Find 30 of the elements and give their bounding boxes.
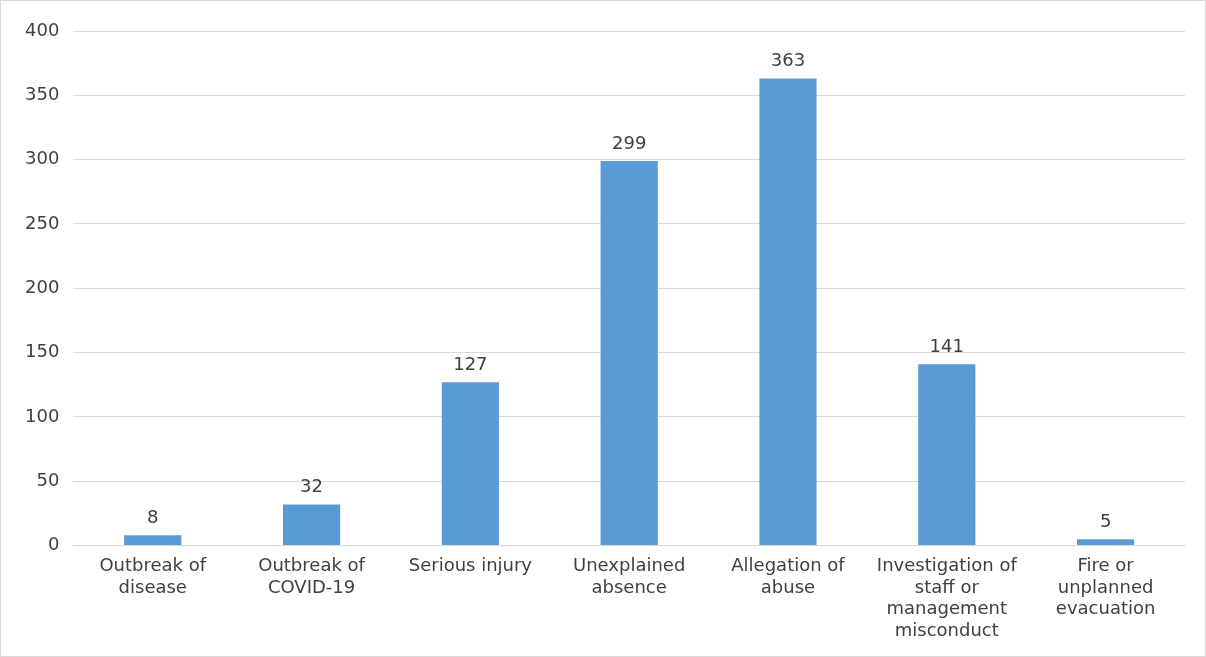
bar [441,382,499,546]
y-tick-label: 350 [25,83,60,104]
y-tick-label: 400 [25,18,60,40]
x-tick-label: Unexplained absence [573,554,686,597]
data-label: 5 [1099,509,1112,531]
x-tick-label: Outbreak of COVID-19 [258,554,366,597]
bar [1077,539,1135,546]
y-tick-label: 300 [25,147,60,169]
data-label: 141 [929,334,964,356]
y-tick-label: 150 [25,340,60,362]
x-tick-label: Fire or unplanned evacuation [1055,554,1156,619]
data-label: 32 [300,475,324,497]
data-label: 127 [453,352,488,374]
x-tick-label: Outbreak of disease [99,554,207,597]
x-tick-label: Allegation of abuse [731,554,846,597]
bar [600,160,658,546]
x-tick-label: Serious injury [408,554,533,576]
y-tick-label: 0 [47,533,60,555]
y-tick-label: 50 [36,468,60,490]
y-tick-label: 200 [25,275,60,297]
bar [282,504,341,546]
y-tick-label: 100 [25,404,60,426]
data-label: 8 [147,505,159,527]
data-label: 363 [770,49,806,71]
y-tick-label: 250 [25,211,60,233]
data-label: 299 [612,131,647,153]
bar [759,78,817,546]
bar [124,535,182,546]
bar [918,364,976,546]
x-tick-label: Investigation of staff or management misconduct [876,554,1018,640]
